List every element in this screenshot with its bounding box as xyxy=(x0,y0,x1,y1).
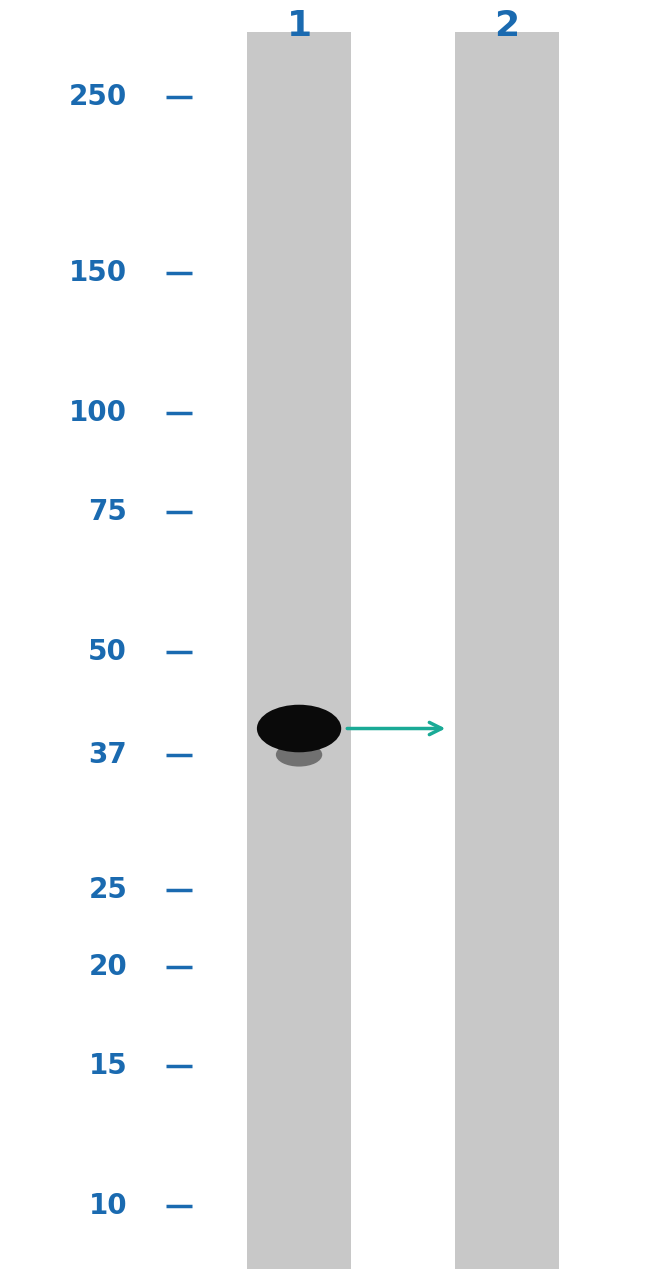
Text: 50: 50 xyxy=(88,638,127,665)
Text: 100: 100 xyxy=(69,399,127,427)
Text: 2: 2 xyxy=(494,9,519,43)
Text: 20: 20 xyxy=(88,954,127,982)
Text: 10: 10 xyxy=(88,1191,127,1220)
Text: 25: 25 xyxy=(88,876,127,904)
Bar xyxy=(455,33,558,1270)
Ellipse shape xyxy=(276,743,322,767)
Text: 250: 250 xyxy=(69,84,127,112)
Ellipse shape xyxy=(257,705,341,752)
Text: 15: 15 xyxy=(88,1053,127,1081)
Text: 150: 150 xyxy=(69,259,127,287)
Text: 75: 75 xyxy=(88,498,127,526)
Text: 37: 37 xyxy=(88,742,127,770)
Text: 1: 1 xyxy=(287,9,311,43)
Bar xyxy=(247,33,351,1270)
